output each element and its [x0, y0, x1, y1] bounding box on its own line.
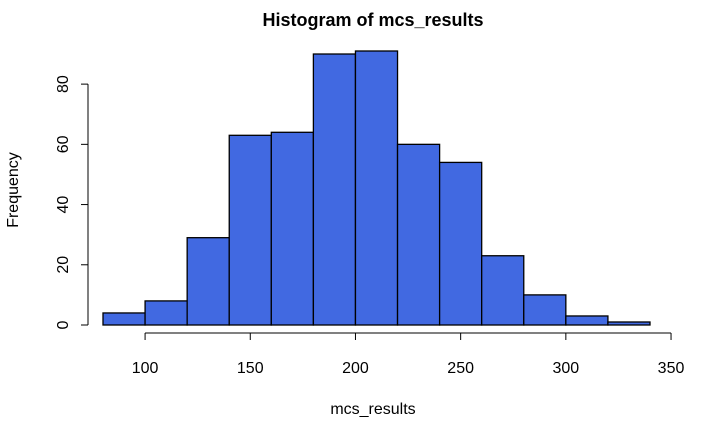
histogram-bar-220-240	[396, 143, 441, 326]
histogram-bar-140-160	[228, 134, 272, 326]
bars-group	[102, 50, 651, 326]
histogram-bar-80-100	[102, 312, 146, 326]
x-axis: 100 150 200 250 300 350	[132, 332, 685, 377]
histogram-bar-300-320	[565, 315, 609, 326]
histogram-bar-180-200	[312, 53, 357, 326]
histogram-bar-120-140	[186, 237, 230, 326]
y-tick-label-0: 0	[55, 320, 72, 329]
histogram-bar-160-180	[270, 131, 315, 326]
chart-title: Histogram of mcs_results	[262, 10, 483, 30]
histogram-bar-240-260	[438, 161, 483, 326]
y-tick-label-20: 20	[55, 256, 72, 274]
x-tick-label-250: 250	[447, 360, 474, 377]
histogram-bar-320-340	[607, 321, 651, 326]
histogram-bar-280-300	[523, 294, 567, 326]
histogram-bar-200-220	[354, 50, 399, 326]
x-tick-label-200: 200	[342, 360, 369, 377]
y-axis: 0 20 40 60 80	[55, 75, 89, 329]
y-tick-label-60: 60	[55, 135, 72, 153]
histogram-bar-100-120	[144, 300, 188, 326]
y-tick-label-40: 40	[55, 196, 72, 214]
x-tick-label-100: 100	[132, 360, 159, 377]
x-tick-label-300: 300	[552, 360, 579, 377]
x-axis-label: mcs_results	[330, 401, 415, 418]
histogram-bar-260-280	[481, 255, 525, 326]
y-tick-label-80: 80	[55, 75, 72, 93]
y-axis-label: Frequency	[5, 152, 22, 228]
x-tick-label-350: 350	[658, 360, 685, 377]
x-tick-label-150: 150	[237, 360, 264, 377]
